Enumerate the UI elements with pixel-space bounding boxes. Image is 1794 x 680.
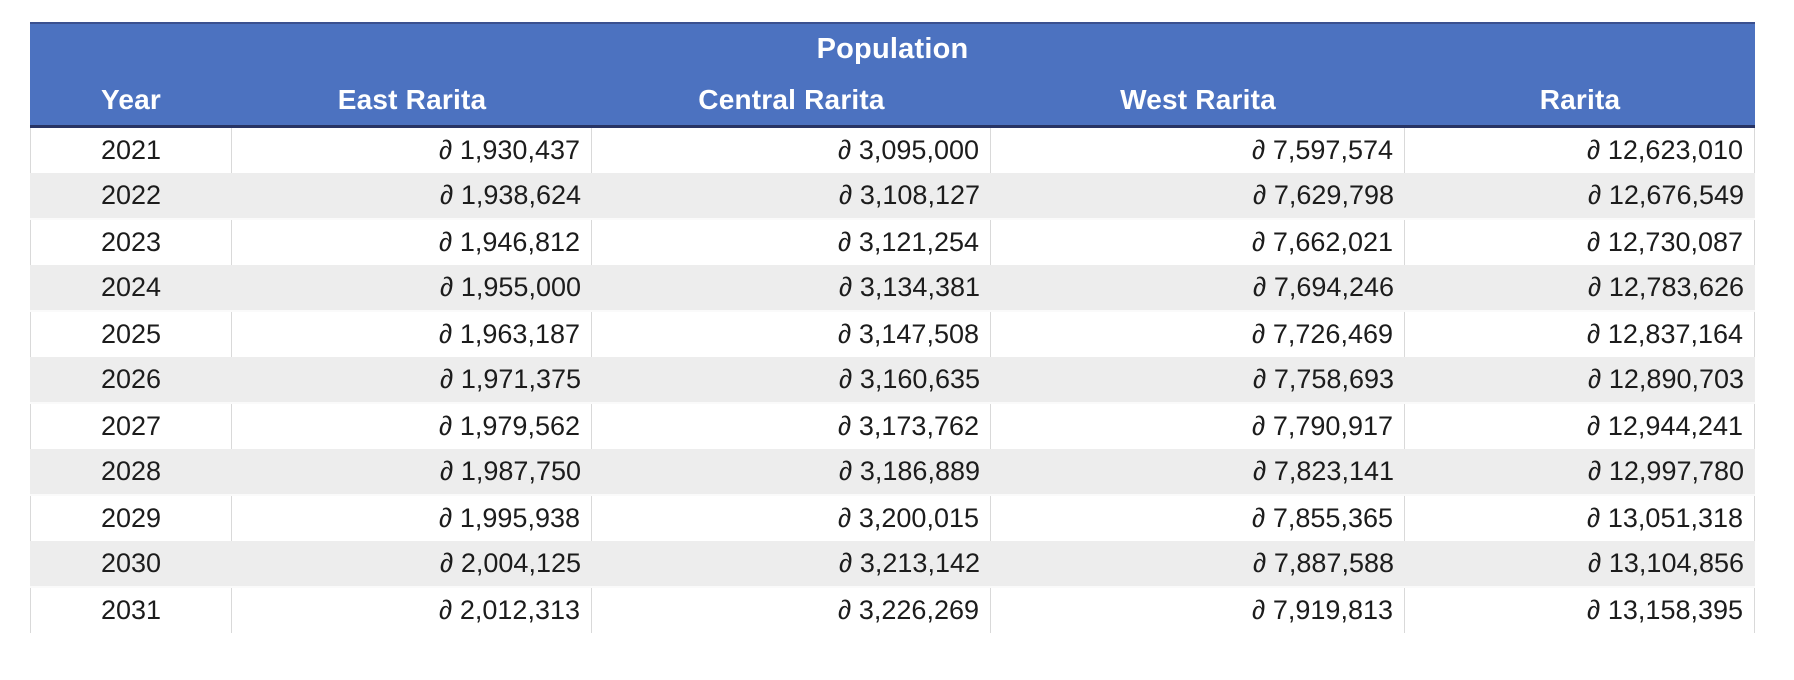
cell-rarita[interactable]: ∂ 13,158,395: [1405, 588, 1756, 633]
cell-east-rarita[interactable]: ∂ 1,987,750: [232, 449, 592, 496]
table-row-2024: 2024 ∂ 1,955,000 ∂ 3,134,381 ∂ 7,694,246…: [30, 265, 1756, 312]
cell-east-rarita[interactable]: ∂ 1,995,938: [232, 496, 592, 541]
cell-year[interactable]: 2028: [30, 449, 232, 496]
table-row-2029: 2029 ∂ 1,995,938 ∂ 3,200,015 ∂ 7,855,365…: [30, 496, 1756, 541]
table-row-2027: 2027 ∂ 1,979,562 ∂ 3,173,762 ∂ 7,790,917…: [30, 404, 1756, 449]
cell-east-rarita[interactable]: ∂ 1,963,187: [232, 312, 592, 357]
cell-central-rarita[interactable]: ∂ 3,213,142: [592, 541, 991, 588]
cell-west-rarita[interactable]: ∂ 7,919,813: [991, 588, 1405, 633]
table-row-2022: 2022 ∂ 1,938,624 ∂ 3,108,127 ∂ 7,629,798…: [30, 173, 1756, 220]
cell-rarita[interactable]: ∂ 12,837,164: [1405, 312, 1756, 357]
population-table: Population Year East Rarita Central Rari…: [30, 22, 1756, 633]
cell-rarita[interactable]: ∂ 12,890,703: [1405, 357, 1756, 404]
cell-east-rarita[interactable]: ∂ 1,955,000: [232, 265, 592, 312]
cell-east-rarita[interactable]: ∂ 2,012,313: [232, 588, 592, 633]
cell-central-rarita[interactable]: ∂ 3,108,127: [592, 173, 991, 220]
cell-rarita[interactable]: ∂ 12,997,780: [1405, 449, 1756, 496]
cell-year[interactable]: 2031: [30, 588, 232, 633]
cell-rarita[interactable]: ∂ 12,623,010: [1405, 128, 1756, 173]
table-row-2023: 2023 ∂ 1,946,812 ∂ 3,121,254 ∂ 7,662,021…: [30, 220, 1756, 265]
cell-east-rarita[interactable]: ∂ 1,979,562: [232, 404, 592, 449]
table-row-2025: 2025 ∂ 1,963,187 ∂ 3,147,508 ∂ 7,726,469…: [30, 312, 1756, 357]
cell-rarita[interactable]: ∂ 12,944,241: [1405, 404, 1756, 449]
table-row-2028: 2028 ∂ 1,987,750 ∂ 3,186,889 ∂ 7,823,141…: [30, 449, 1756, 496]
column-header-year[interactable]: Year: [30, 75, 232, 128]
cell-central-rarita[interactable]: ∂ 3,160,635: [592, 357, 991, 404]
cell-year[interactable]: 2029: [30, 496, 232, 541]
table-title: Population: [30, 22, 1756, 75]
cell-west-rarita[interactable]: ∂ 7,790,917: [991, 404, 1405, 449]
cell-year[interactable]: 2030: [30, 541, 232, 588]
cell-central-rarita[interactable]: ∂ 3,200,015: [592, 496, 991, 541]
cell-east-rarita[interactable]: ∂ 1,946,812: [232, 220, 592, 265]
cell-east-rarita[interactable]: ∂ 1,971,375: [232, 357, 592, 404]
cell-west-rarita[interactable]: ∂ 7,629,798: [991, 173, 1405, 220]
cell-west-rarita[interactable]: ∂ 7,597,574: [991, 128, 1405, 173]
cell-east-rarita[interactable]: ∂ 1,930,437: [232, 128, 592, 173]
column-header-rarita[interactable]: Rarita: [1405, 75, 1756, 128]
cell-west-rarita[interactable]: ∂ 7,694,246: [991, 265, 1405, 312]
cell-west-rarita[interactable]: ∂ 7,662,021: [991, 220, 1405, 265]
cell-rarita[interactable]: ∂ 13,051,318: [1405, 496, 1756, 541]
table-row-2030: 2030 ∂ 2,004,125 ∂ 3,213,142 ∂ 7,887,588…: [30, 541, 1756, 588]
column-header-central-rarita[interactable]: Central Rarita: [592, 75, 991, 128]
cell-year[interactable]: 2023: [30, 220, 232, 265]
cell-rarita[interactable]: ∂ 12,676,549: [1405, 173, 1756, 220]
cell-year[interactable]: 2022: [30, 173, 232, 220]
table-title-row: Population: [30, 22, 1756, 75]
cell-central-rarita[interactable]: ∂ 3,173,762: [592, 404, 991, 449]
cell-west-rarita[interactable]: ∂ 7,855,365: [991, 496, 1405, 541]
column-header-west-rarita[interactable]: West Rarita: [991, 75, 1405, 128]
table-header-row: Year East Rarita Central Rarita West Rar…: [30, 75, 1756, 128]
cell-central-rarita[interactable]: ∂ 3,121,254: [592, 220, 991, 265]
cell-year[interactable]: 2024: [30, 265, 232, 312]
cell-central-rarita[interactable]: ∂ 3,147,508: [592, 312, 991, 357]
cell-east-rarita[interactable]: ∂ 1,938,624: [232, 173, 592, 220]
cell-rarita[interactable]: ∂ 13,104,856: [1405, 541, 1756, 588]
cell-year[interactable]: 2027: [30, 404, 232, 449]
cell-rarita[interactable]: ∂ 12,783,626: [1405, 265, 1756, 312]
cell-west-rarita[interactable]: ∂ 7,726,469: [991, 312, 1405, 357]
cell-central-rarita[interactable]: ∂ 3,186,889: [592, 449, 991, 496]
cell-central-rarita[interactable]: ∂ 3,226,269: [592, 588, 991, 633]
cell-year[interactable]: 2026: [30, 357, 232, 404]
cell-east-rarita[interactable]: ∂ 2,004,125: [232, 541, 592, 588]
cell-rarita[interactable]: ∂ 12,730,087: [1405, 220, 1756, 265]
cell-west-rarita[interactable]: ∂ 7,823,141: [991, 449, 1405, 496]
cell-west-rarita[interactable]: ∂ 7,758,693: [991, 357, 1405, 404]
table-row-2031: 2031 ∂ 2,012,313 ∂ 3,226,269 ∂ 7,919,813…: [30, 588, 1756, 633]
column-header-east-rarita[interactable]: East Rarita: [232, 75, 592, 128]
cell-west-rarita[interactable]: ∂ 7,887,588: [991, 541, 1405, 588]
cell-year[interactable]: 2021: [30, 128, 232, 173]
cell-central-rarita[interactable]: ∂ 3,134,381: [592, 265, 991, 312]
cell-year[interactable]: 2025: [30, 312, 232, 357]
table-row-2021: 2021 ∂ 1,930,437 ∂ 3,095,000 ∂ 7,597,574…: [30, 128, 1756, 173]
table-row-2026: 2026 ∂ 1,971,375 ∂ 3,160,635 ∂ 7,758,693…: [30, 357, 1756, 404]
cell-central-rarita[interactable]: ∂ 3,095,000: [592, 128, 991, 173]
